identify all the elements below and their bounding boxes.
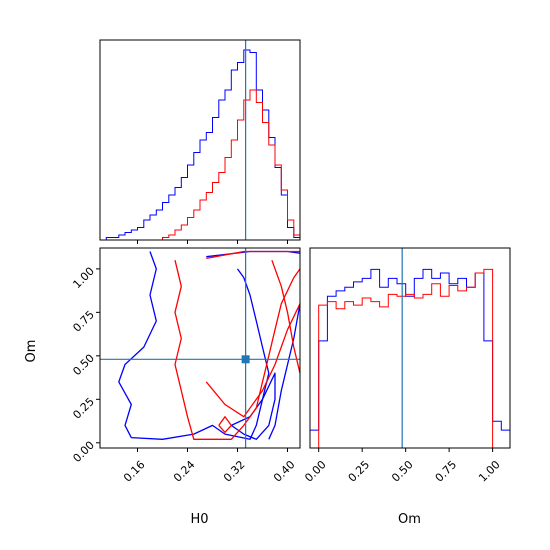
om-x-tick-label: 0.00: [302, 458, 329, 485]
h0-x-tick-label: 0.32: [221, 458, 248, 485]
om-y-tick-label: 0.25: [70, 395, 97, 422]
contour-run_b: [174, 260, 300, 440]
contour-clip-group: [100, 248, 300, 448]
h0-x-tick-label: 0.40: [271, 458, 298, 485]
contour-run_b: [206, 250, 300, 260]
contour-run_b: [218, 416, 232, 433]
histogram-run_b: [100, 89, 300, 240]
om-x-tick-label: 0.25: [346, 458, 373, 485]
x-axis-label-h0: H0: [190, 512, 208, 527]
contour-run_b: [271, 259, 300, 374]
h0-x-tick-label: 0.16: [121, 458, 148, 485]
x-axis-label-om: Om: [398, 512, 421, 527]
contour-run_b: [205, 303, 300, 418]
panel-h0-marginal: [99, 39, 301, 244]
histogram-run_b: [310, 268, 510, 448]
om-y-tick-label: 0.50: [70, 352, 97, 379]
om-y-tick-label: 0.00: [70, 439, 97, 466]
h0-x-tick-label: 0.24: [171, 458, 198, 485]
om-x-tick-label: 1.00: [476, 458, 503, 485]
truth-marker: [241, 355, 250, 364]
panel-frame: [99, 247, 301, 449]
histogram-clip-group: [310, 248, 510, 448]
panel-frame: [309, 247, 511, 449]
om-y-tick-label: 1.00: [70, 265, 97, 292]
contour-run_a: [118, 251, 270, 440]
om-y-tick-label: 0.75: [70, 308, 97, 335]
panel-joint-h0-om: 0.16 0.24 0.32 0.40 0.00 0.25 0.50 0.75 1.00: [70, 247, 301, 485]
om-x-tick-label: 0.75: [433, 458, 460, 485]
panels-layer: 0.16 0.24 0.32 0.400.000.250.500.751.000.00…: [70, 39, 511, 485]
contour-run_a: [268, 303, 300, 440]
y-axis-label-om: Om: [24, 340, 39, 363]
histogram-clip-group: [100, 40, 300, 240]
contour-run_a: [230, 372, 276, 440]
histogram-run_a: [310, 268, 510, 448]
panel-frame: [99, 39, 301, 241]
panel-om-marginal: 0.00 0.25 0.50 0.75 1.00: [302, 247, 511, 485]
om-x-tick-label: 0.50: [389, 458, 416, 485]
